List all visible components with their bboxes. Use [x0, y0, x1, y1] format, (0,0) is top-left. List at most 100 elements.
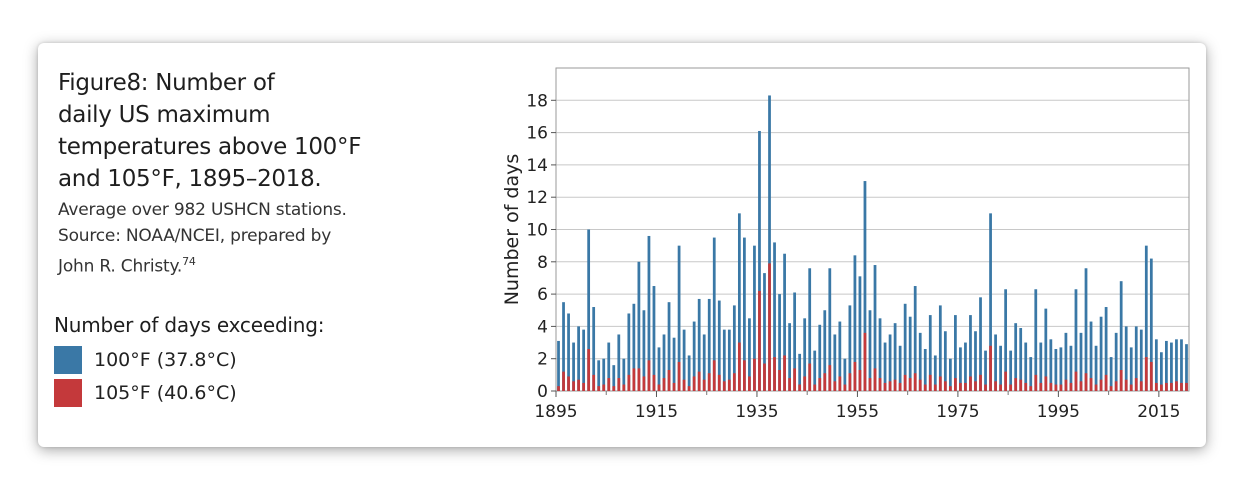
bar-100f	[918, 332, 922, 391]
bar-100f	[984, 350, 987, 391]
bar-105f	[1109, 386, 1113, 391]
bar-100f	[1144, 245, 1148, 391]
bar-100f	[702, 334, 706, 391]
figure-title-prefix: Figure	[58, 70, 127, 96]
bar-100f	[1185, 344, 1188, 391]
bar-105f	[808, 363, 812, 391]
bar-100f	[1019, 328, 1023, 391]
bar-100f	[1059, 347, 1063, 391]
bar-105f	[1139, 381, 1143, 391]
bar-105f	[612, 386, 616, 391]
bar-100f	[753, 245, 756, 391]
bar-105f	[717, 374, 721, 391]
bar-100f	[732, 305, 736, 391]
y-tick-label: 16	[526, 124, 548, 144]
bar-105f	[898, 382, 902, 391]
bar-100f	[1004, 289, 1008, 391]
bar-105f	[707, 373, 711, 391]
bar-100f	[1114, 332, 1118, 391]
bar-105f	[818, 378, 822, 391]
bar-100f	[597, 360, 601, 391]
bar-105f	[923, 384, 927, 391]
bar-100f	[1119, 281, 1123, 391]
bar-100f	[627, 313, 631, 391]
bar-100f	[727, 329, 731, 391]
bar-105f	[1069, 382, 1073, 391]
y-axis-label: Number of days	[501, 154, 523, 306]
bar-100f	[637, 261, 641, 391]
bar-100f	[1074, 289, 1078, 391]
bar-105f	[858, 370, 862, 391]
bar-105f	[712, 360, 716, 391]
bar-105f	[582, 382, 586, 391]
figure-title-line4: and 105°F, 1895–2018.	[58, 166, 322, 192]
bar-105f	[893, 379, 897, 391]
figure-title-number: 8	[126, 70, 141, 96]
bar-105f	[948, 386, 952, 391]
bar-100f	[1054, 349, 1058, 391]
bar-100f	[652, 286, 656, 391]
bar-100f	[1134, 326, 1138, 391]
bar-105f	[838, 376, 842, 391]
bar-100f	[657, 347, 661, 391]
bar-105f	[969, 376, 972, 391]
bar-100f	[838, 321, 842, 391]
bar-105f	[597, 386, 601, 391]
bar-100f	[617, 334, 621, 391]
bar-105f	[848, 373, 852, 391]
bar-105f	[753, 358, 756, 391]
bar-100f	[1039, 342, 1043, 391]
y-tick-label: 14	[526, 156, 548, 176]
bar-105f	[1159, 384, 1163, 391]
bar-105f	[592, 374, 596, 391]
bar-105f	[562, 371, 565, 391]
bar-105f	[883, 382, 887, 391]
bar-105f	[1154, 382, 1158, 391]
legend-label-100f: 100°F (37.8°C)	[94, 348, 237, 371]
bar-100f	[1084, 268, 1088, 391]
figure-title-line2: daily US maximum	[58, 102, 271, 128]
figure-caption: Average over 982 USHCN stations. Source:…	[58, 197, 398, 280]
bar-105f	[878, 378, 882, 391]
bar-100f	[999, 345, 1002, 391]
bar-100f	[1154, 339, 1158, 391]
caption-line1: Average over 982 USHCN stations.	[58, 200, 347, 220]
bar-100f	[1044, 308, 1048, 391]
bar-100f	[1129, 347, 1133, 391]
bar-100f	[1149, 258, 1153, 391]
bar-100f	[592, 307, 596, 391]
bar-100f	[883, 342, 887, 391]
bar-100f	[913, 286, 917, 391]
bar-100f	[778, 294, 781, 391]
bar-100f	[1034, 289, 1038, 391]
bar-100f	[1029, 357, 1033, 391]
bar-105f	[702, 379, 706, 391]
bar-105f	[1054, 384, 1058, 391]
bar-105f	[647, 360, 651, 391]
bar-100f	[582, 329, 586, 391]
bar-105f	[1034, 374, 1038, 391]
bar-100f	[687, 355, 691, 391]
bar-100f	[863, 181, 867, 391]
bar-100f	[964, 342, 967, 391]
bar-100f	[788, 323, 791, 391]
x-tick-label: 1995	[1037, 402, 1080, 422]
bar-100f	[898, 345, 902, 391]
bar-100f	[974, 331, 977, 391]
bar-105f	[903, 374, 907, 391]
figure-title: Figure8: Number of daily US maximum temp…	[58, 67, 398, 195]
bar-100f	[818, 324, 822, 391]
bar-100f	[979, 297, 982, 391]
bar-105f	[627, 374, 631, 391]
bar-105f	[1094, 384, 1098, 391]
bar-105f	[1104, 374, 1108, 391]
bar-105f	[652, 374, 656, 391]
bar-100f	[722, 329, 726, 391]
bar-100f	[577, 326, 580, 391]
bar-100f	[672, 337, 676, 391]
bar-105f	[793, 368, 797, 391]
bar-100f	[888, 334, 892, 391]
bar-105f	[908, 378, 912, 391]
bar-100f	[1170, 342, 1173, 391]
bar-100f	[677, 245, 681, 391]
